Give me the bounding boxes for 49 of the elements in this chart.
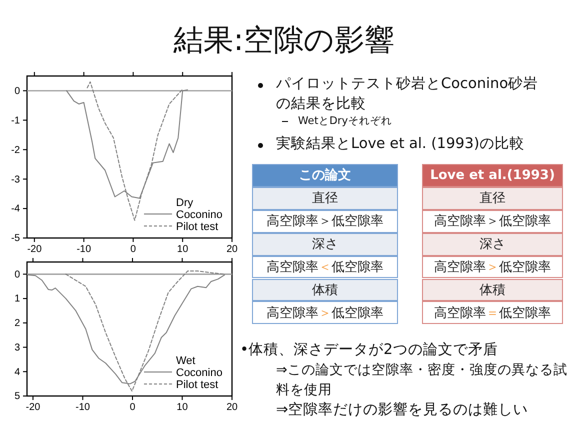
x-tick-label: 10: [177, 244, 189, 256]
y-tick-label: -4: [11, 204, 20, 215]
text: この論文: [252, 164, 398, 187]
y-tick-label: 5: [14, 391, 20, 402]
x-tick-label: 0: [130, 402, 136, 414]
x-tick-label: 0: [130, 244, 136, 256]
y-tick-label: 3: [14, 342, 20, 354]
text: 深さ: [422, 232, 563, 256]
y-tick-label: 2: [14, 318, 20, 330]
text: 体積: [422, 278, 563, 302]
y-tick-label: -5: [11, 233, 20, 244]
legend-label: Pilot test: [176, 221, 218, 233]
legend-label: Coconino: [176, 367, 222, 379]
x-tick-label: -10: [76, 402, 90, 414]
legend-label: Pilot test: [176, 379, 218, 391]
y-tick-label: 0: [14, 269, 20, 280]
text: 深さ: [252, 232, 398, 256]
text: 高空隙率＞低空隙率: [422, 210, 563, 233]
x-tick-label: -20: [27, 244, 42, 256]
text: ⇒この論文では空隙率・密度・強度の異なる試料を使用: [276, 361, 568, 400]
x-tick-label: 20: [226, 402, 238, 414]
y-tick-label: 4: [14, 366, 20, 378]
y-tick-label: -2: [11, 144, 20, 156]
legend-label: Coconino: [176, 209, 222, 221]
y-tick-label: 1: [14, 294, 20, 305]
text: 高空隙率＝低空隙率: [434, 304, 551, 322]
y-tick-label: 0: [14, 86, 20, 97]
text: 直径: [422, 186, 563, 210]
text: WetとDryそれぞれ: [298, 114, 392, 128]
text: 実験結果とLove et al. (1993)の比較: [276, 134, 524, 153]
x-tick-label: 10: [176, 402, 188, 414]
text: パイロットテスト砂岩とCoconino砂岩の結果を比較: [276, 75, 540, 114]
y-tick-label: -1: [11, 115, 20, 126]
text: ⇒空隙率だけの影響を見るのは難しい: [276, 400, 528, 419]
text: •体積、深さデータが2つの論文で矛盾: [240, 341, 498, 359]
text: 高空隙率＞低空隙率: [252, 210, 398, 233]
text: 直径: [252, 186, 398, 210]
legend-title: Wet: [176, 355, 196, 367]
text: 体積: [252, 278, 398, 302]
x-tick-label: -10: [76, 244, 92, 256]
x-tick-label: -20: [26, 402, 41, 414]
text: 高空隙率＜低空隙率: [266, 259, 384, 276]
x-tick-label: 20: [226, 244, 238, 256]
text: Love et al.(1993): [422, 164, 563, 187]
text: 高空隙率＞低空隙率: [434, 259, 551, 276]
text: 高空隙率＞低空隙率: [266, 304, 384, 322]
text: 結果:空隙の影響: [172, 22, 396, 60]
legend-title: Dry: [176, 197, 194, 209]
y-tick-label: -3: [11, 174, 20, 186]
